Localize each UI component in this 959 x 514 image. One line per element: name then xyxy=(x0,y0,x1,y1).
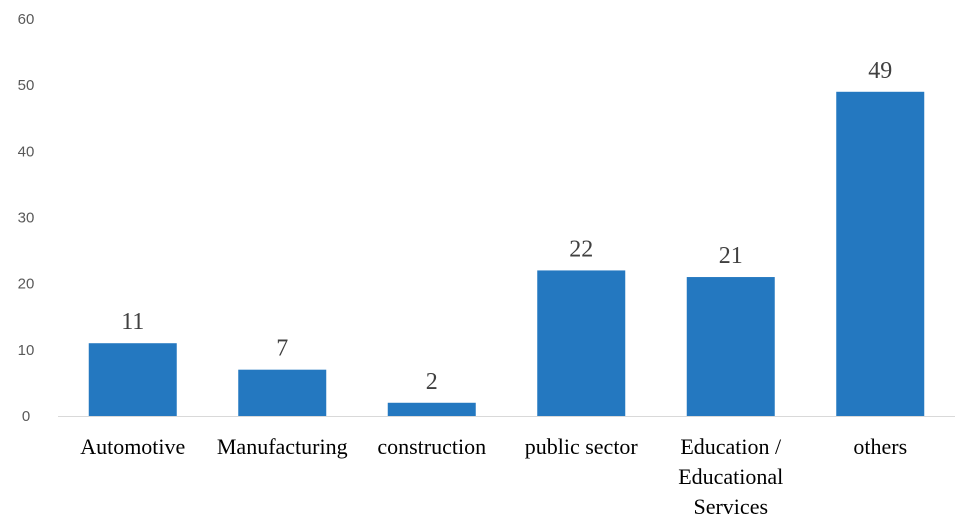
data-label: 21 xyxy=(719,243,743,269)
bar xyxy=(537,270,626,416)
bar xyxy=(238,369,327,416)
x-tick-label: Automotive xyxy=(80,434,185,459)
y-tick-label: 50 xyxy=(18,77,35,94)
y-tick-label: 30 xyxy=(18,210,35,227)
y-tick-label: 40 xyxy=(18,143,35,160)
y-tick-label: 10 xyxy=(18,342,35,359)
bar xyxy=(836,91,925,417)
data-label: 11 xyxy=(121,309,144,335)
y-tick-label: 20 xyxy=(18,276,35,293)
x-tick-label: Education / Educational Services xyxy=(678,434,783,514)
y-axis-tick-labels: 0 10 20 30 40 50 60 xyxy=(18,11,35,425)
data-label: 7 xyxy=(276,336,288,362)
x-tick-label: others xyxy=(853,434,907,459)
bar xyxy=(387,402,476,416)
bars xyxy=(88,91,925,417)
data-label: 49 xyxy=(868,58,892,84)
data-label: 2 xyxy=(426,369,438,395)
bar xyxy=(88,343,177,416)
x-tick-label: public sector xyxy=(525,434,639,459)
y-tick-label: 0 xyxy=(22,408,30,425)
x-tick-label: construction xyxy=(377,434,486,459)
bar xyxy=(686,277,775,416)
data-label: 22 xyxy=(569,236,593,262)
y-tick-label: 60 xyxy=(18,11,35,28)
x-axis-tick-labels: Automotive Manufacturing construction publi… xyxy=(80,434,907,514)
x-tick-label: Manufacturing xyxy=(217,434,348,459)
